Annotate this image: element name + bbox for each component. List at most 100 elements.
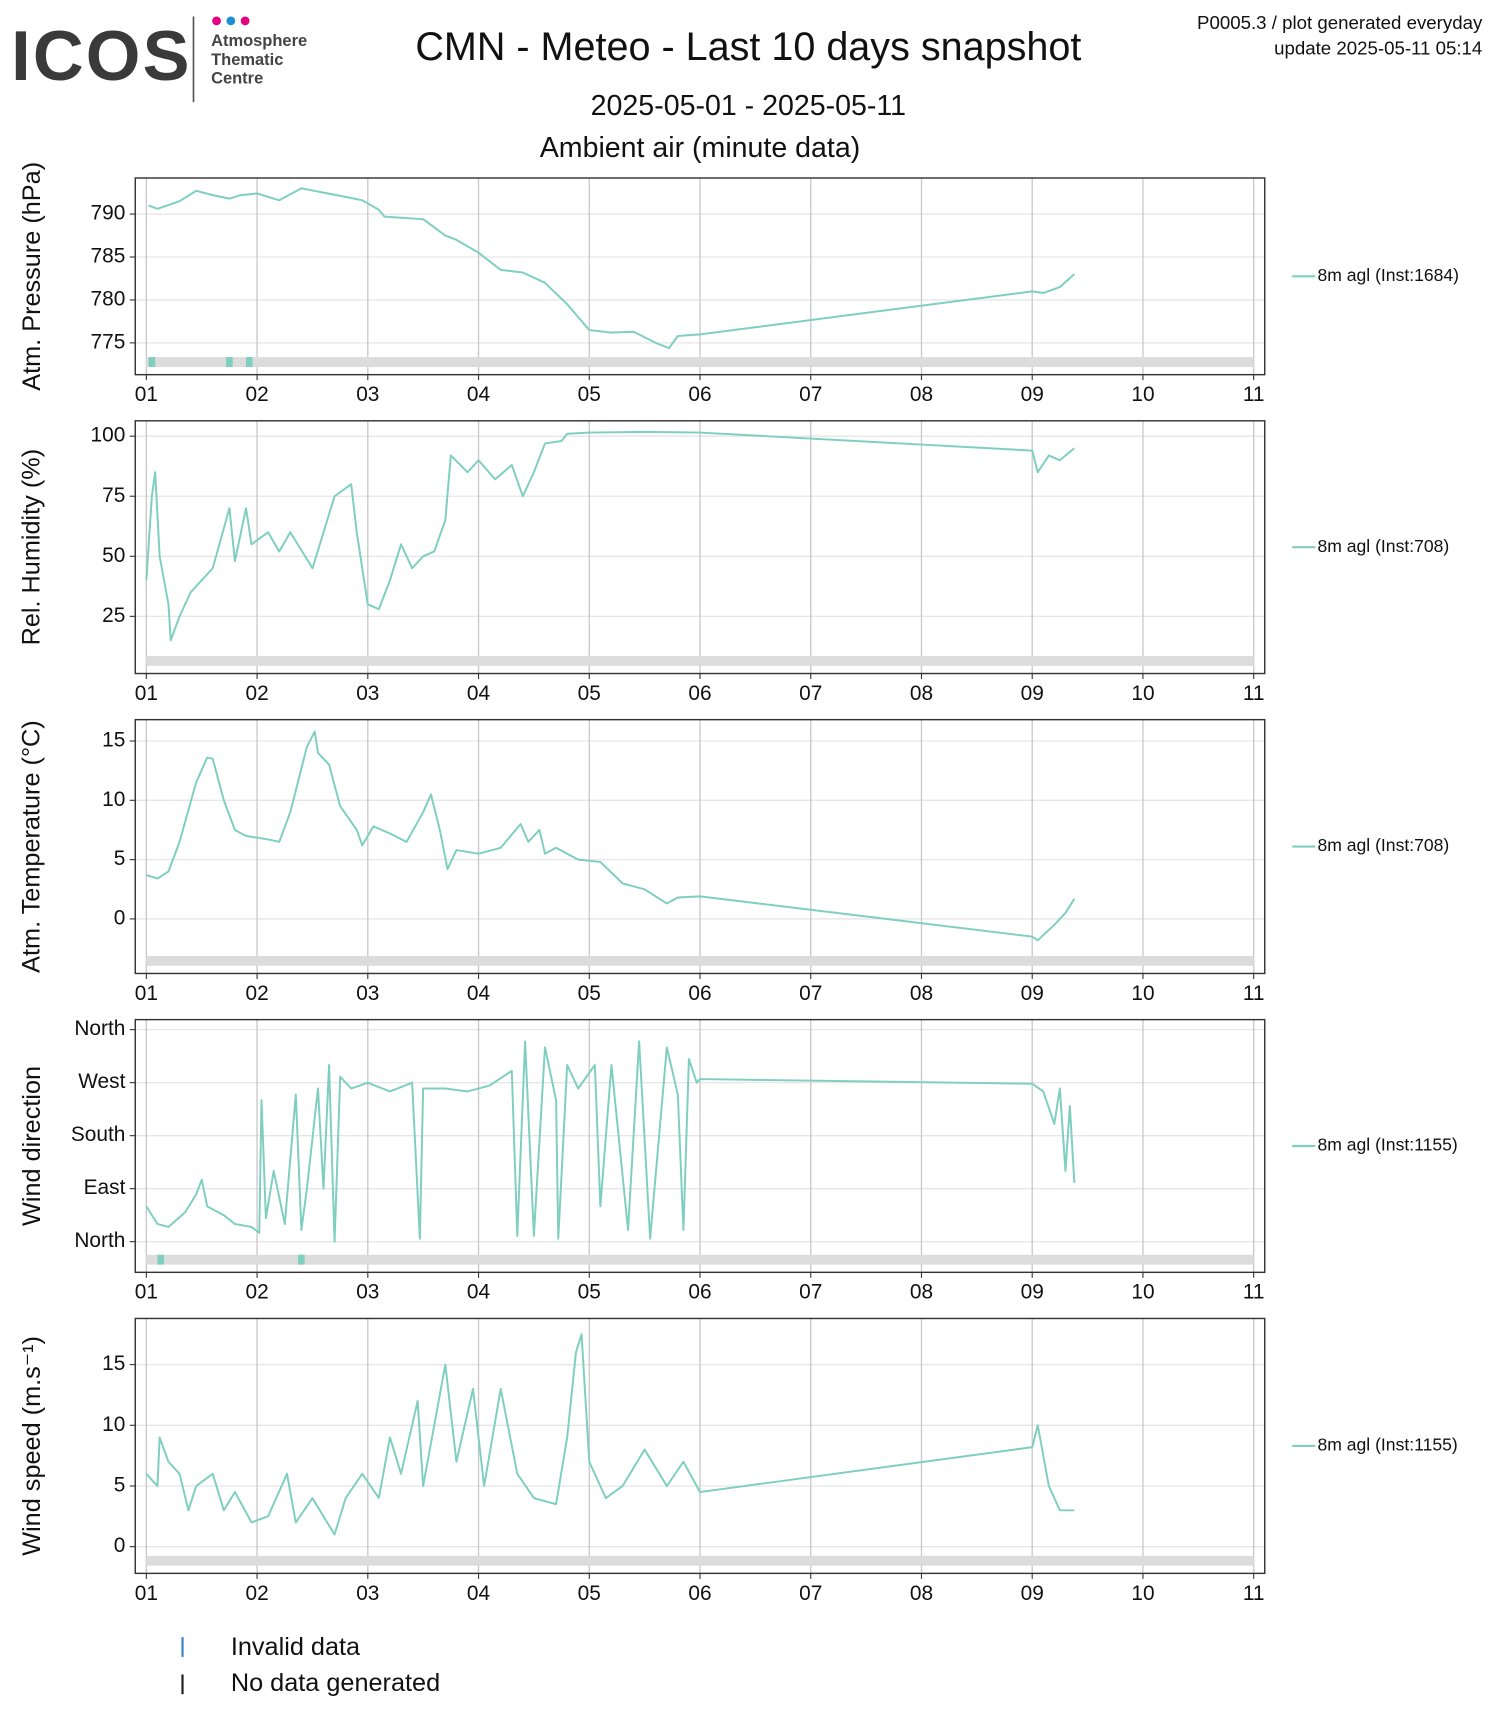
y-tick-label: North [74,1017,125,1040]
y-tick-label: 5 [114,847,126,870]
x-tick-label: 05 [578,982,601,1005]
y-tick-label: East [84,1176,126,1199]
panel-border [134,177,1266,376]
x-tick-label: 04 [467,383,490,406]
invalid-mark [298,1254,305,1265]
x-tick-label: 07 [799,982,822,1005]
x-tick-label: 09 [1021,383,1044,406]
data-line [145,1333,1075,1536]
y-tick-label: 10 [102,1413,125,1436]
x-tick-label: 02 [245,1582,268,1605]
y-tick-label: 25 [102,604,125,627]
x-tick-label: 02 [245,982,268,1005]
legend-label: 8m agl (Inst:708) [1317,835,1449,855]
status-strip [146,955,1254,966]
x-tick-label: 10 [1131,982,1154,1005]
y-tick-label: 790 [91,202,126,225]
invalid-mark [246,357,253,367]
x-tick-label: 01 [135,682,158,705]
invalid-mark [157,1254,165,1265]
x-tick-label: 05 [578,383,601,406]
y-axis-label: Atm. Temperature (°C) [18,720,46,973]
status-strip [146,357,1254,367]
x-tick-label: 03 [356,383,379,406]
y-tick-label: 780 [91,287,126,310]
y-tick-label: 15 [102,729,125,752]
x-tick-label: 11 [1243,1582,1265,1605]
x-tick-label: 08 [910,1281,933,1304]
data-line [145,1040,1076,1243]
x-tick-label: 11 [1243,1281,1265,1304]
legend-nodata: No data generated [231,1669,440,1697]
x-tick-label: 02 [245,682,268,705]
x-tick-label: 11 [1243,982,1265,1005]
logo-line: Centre [211,69,263,87]
x-tick-label: 03 [356,982,379,1005]
x-tick-label: 09 [1021,682,1044,705]
data-line [148,187,1076,350]
y-tick-label: 15 [102,1352,125,1375]
x-tick-label: 02 [245,383,268,406]
x-tick-label: 02 [245,1281,268,1304]
x-tick-label: 10 [1131,1281,1154,1304]
x-tick-label: 10 [1131,1582,1154,1605]
logo-dot [212,16,221,26]
invalid-mark [148,357,156,367]
x-tick-label: 10 [1131,682,1154,705]
logo-dot [226,16,236,26]
logo-line: Thematic [211,51,283,69]
chart-subtitle: 2025-05-01 - 2025-05-11 [591,90,906,122]
invalid-mark [226,357,233,367]
x-tick-label: 09 [1021,982,1044,1005]
y-axis-label: Wind speed (m.s⁻¹) [18,1336,46,1556]
x-tick-label: 10 [1131,383,1154,406]
x-tick-label: 03 [356,1281,379,1304]
x-tick-label: 01 [135,1582,158,1605]
status-strip [146,1555,1254,1566]
x-tick-label: 07 [799,1281,822,1304]
data-line [145,430,1075,642]
legend-label: 8m agl (Inst:1684) [1317,265,1459,285]
x-tick-label: 05 [578,1281,601,1304]
legend-label: 8m agl (Inst:1155) [1317,1435,1457,1455]
y-tick-label: 10 [102,788,125,811]
logo: ICOS [11,16,192,95]
x-tick-label: 03 [356,682,379,705]
x-tick-label: 08 [910,383,933,406]
x-tick-label: 11 [1243,682,1265,705]
panel-border [134,420,1266,675]
panel-border [134,718,1266,975]
x-tick-label: 04 [467,1281,490,1304]
panel-border [134,1317,1266,1575]
x-tick-label: 09 [1021,1281,1044,1304]
y-axis-label: Atm. Pressure (hPa) [18,162,46,391]
y-tick-label: 100 [91,424,126,447]
x-tick-label: 06 [688,1582,711,1605]
y-axis-label: Wind direction [18,1066,46,1226]
y-tick-label: 75 [102,484,125,507]
x-tick-label: 09 [1021,1582,1044,1605]
y-tick-label: 775 [91,330,126,353]
x-tick-label: 05 [578,682,601,705]
y-tick-label: 0 [114,1534,126,1557]
y-axis-label: Rel. Humidity (%) [18,449,46,646]
legend-label: 8m agl (Inst:708) [1317,536,1449,556]
info-line: update 2025-05-11 05:14 [1274,37,1482,58]
chart-description: Ambient air (minute data) [540,132,860,164]
x-tick-label: 07 [799,1582,822,1605]
y-tick-label: 0 [114,906,126,929]
x-tick-label: 04 [467,682,490,705]
x-tick-label: 11 [1243,383,1265,406]
panel-border [134,1018,1266,1274]
y-tick-label: West [78,1070,125,1093]
y-tick-label: 785 [91,245,126,268]
status-strip [146,1254,1254,1265]
x-tick-label: 01 [135,1281,158,1304]
info-line: P0005.3 / plot generated everyday [1197,12,1483,33]
x-tick-label: 06 [688,682,711,705]
legend-label: 8m agl (Inst:1155) [1317,1135,1457,1155]
logo-line: Atmosphere [211,32,307,50]
x-tick-label: 06 [688,1281,711,1304]
